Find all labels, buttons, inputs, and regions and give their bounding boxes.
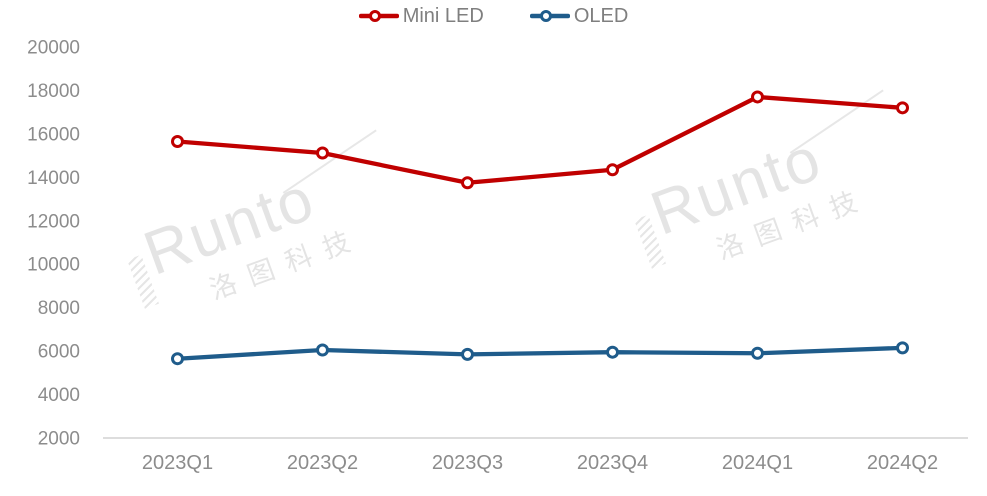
y-axis-tick-label: 20000	[27, 38, 80, 59]
oled-legend-marker-icon	[529, 10, 570, 22]
data-point-oled-2024Q2	[896, 341, 909, 355]
x-axis-category-label: 2023Q4	[577, 452, 648, 474]
y-axis-tick-label: 10000	[27, 255, 80, 276]
x-axis-category-label: 2023Q2	[287, 452, 358, 474]
data-point-oled-2023Q2	[316, 343, 329, 357]
legend-label: OLED	[573, 5, 629, 27]
data-point-mini-led-2024Q1	[751, 90, 764, 104]
legend-item-mini-led: Mini LED	[358, 3, 484, 29]
y-axis-tick-label: 18000	[27, 81, 80, 102]
x-axis-category-label: 2024Q1	[722, 452, 793, 474]
y-axis-tick-label: 2000	[38, 429, 80, 450]
data-point-oled-2023Q1	[171, 352, 184, 366]
series-line-oled	[175, 345, 905, 361]
series-line-mini-led	[175, 94, 905, 185]
y-axis-tick-label: 16000	[27, 124, 80, 145]
y-axis-tick-label: 6000	[38, 342, 80, 363]
y-axis-tick-label: 4000	[38, 385, 80, 406]
y-axis-tick-label: 14000	[27, 168, 80, 189]
y-axis-tick-label: 12000	[27, 211, 80, 232]
x-axis-category-label: 2024Q2	[867, 452, 938, 474]
data-point-mini-led-2023Q2	[316, 146, 329, 160]
legend-label: Mini LED	[402, 5, 484, 27]
data-point-mini-led-2023Q1	[171, 134, 184, 148]
y-axis-tick-label: 8000	[38, 298, 80, 319]
data-point-oled-2023Q3	[461, 347, 474, 361]
data-point-oled-2023Q4	[606, 345, 619, 359]
x-axis-category-label: 2023Q3	[432, 452, 503, 474]
data-point-mini-led-2024Q2	[896, 101, 909, 115]
legend-item-oled: OLED	[529, 3, 629, 29]
mini-led-legend-marker-icon	[358, 10, 399, 22]
chart-legend: Mini LED OLED	[0, 3, 987, 29]
x-axis-category-label: 2023Q1	[142, 452, 213, 474]
data-point-mini-led-2023Q3	[461, 176, 474, 190]
data-point-oled-2024Q1	[751, 346, 764, 360]
data-point-mini-led-2023Q4	[606, 163, 619, 177]
